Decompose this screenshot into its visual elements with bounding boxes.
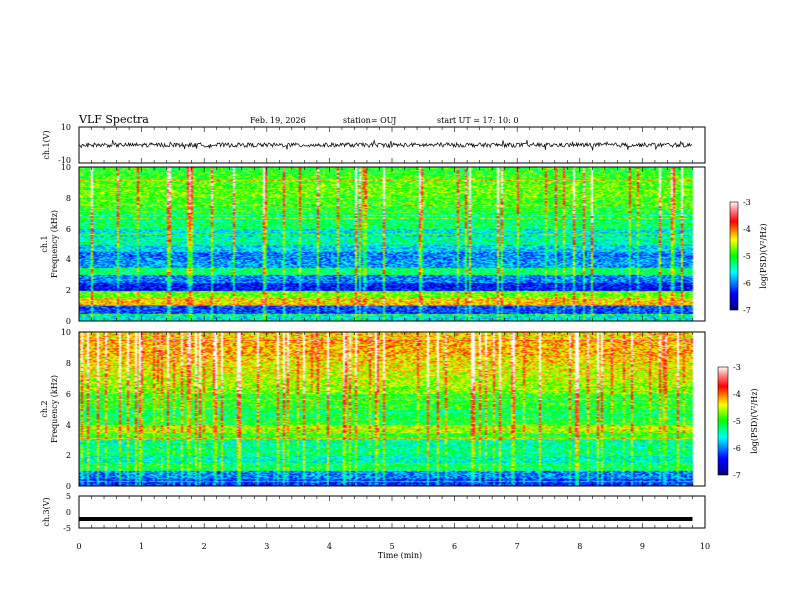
x-tick-10: 10 [700,542,710,551]
ch1-cb-tick-m7: -7 [743,306,751,315]
time-ticks [78,127,706,528]
ch2-cb-tick-m6: -6 [733,444,741,453]
ch1-cb-tick-m4: -4 [743,225,751,234]
ch1-ytick-top: 10 [61,123,71,132]
x-tick-3: 3 [264,542,269,551]
ch2-spectrogram-ylabel-channel: ch.2 [40,400,49,417]
ch2-freq-tick-0: 0 [66,482,71,491]
ch1-waveform-ylabel: ch.1(V) [42,130,51,159]
ch3-ytick-top: 5 [66,492,71,501]
ch1-freq-tick-0: 0 [66,317,71,326]
ch1-freq-tick-6: 6 [66,225,71,234]
figure-title: VLF Spectra [78,113,149,126]
x-tick-5: 5 [389,542,394,551]
ch1-spectrogram-yticks: 0 2 4 6 8 10 [61,163,71,326]
ch2-freq-tick-2: 2 [66,451,71,460]
ch1-cb-tick-m5: -5 [743,252,751,261]
ch2-cb-tick-m3: -3 [733,363,741,372]
ch2-freq-tick-4: 4 [66,421,71,430]
ch1-waveform-trace [78,139,693,151]
ch2-freq-tick-10: 10 [61,328,71,337]
ch2-cb-tick-m5: -5 [733,417,741,426]
ch1-waveform-bg [79,127,705,163]
ch2-cb-tick-m7: -7 [733,471,741,480]
x-axis-label: Time (min) [378,551,422,560]
ch3-ytick-bottom: -5 [63,524,71,533]
ch2-colorbar: -3 -4 -5 -6 -7 log(PSD)(V²/Hz) [717,363,759,480]
x-tick-0: 0 [76,542,81,551]
ch1-cb-tick-m3: -3 [743,198,751,207]
x-tick-6: 6 [452,542,457,551]
ch2-colorbar-scale [717,366,729,476]
x-tick-7: 7 [515,542,520,551]
ch2-spectrogram-image [79,332,705,486]
ch1-colorbar-label: log(PSD)(V²/Hz) [759,223,768,288]
ch1-spectrogram-image [79,167,705,321]
station-label: station= OUJ [343,116,396,125]
x-tick-4: 4 [327,542,332,551]
ch1-colorbar-scale [729,201,739,311]
ch2-spectrogram-ylabel-frequency: Frequency (kHz) [50,375,59,443]
ch1-freq-tick-2: 2 [66,286,71,295]
x-tick-2: 2 [202,542,207,551]
x-tick-8: 8 [577,542,582,551]
ch1-cb-tick-m6: -6 [743,279,751,288]
ch2-colorbar-label: log(PSD)(V²/Hz) [750,388,759,453]
ch1-freq-tick-4: 4 [66,255,71,264]
ch2-freq-tick-8: 8 [66,359,71,368]
ch1-ytick-bottom: -10 [58,156,71,165]
ch3-ytick-mid: 0 [66,508,71,517]
ch1-spectrogram-ylabel-channel: ch.1 [40,235,49,252]
x-axis: 0 1 2 3 4 5 6 7 8 9 10 Time (min) [76,542,710,560]
ch3-waveform-ylabel: ch.3(V) [42,497,51,526]
ch1-spectrogram-panel: 0 2 4 6 8 10 ch.1 Frequency (kHz) [40,163,706,326]
ch2-spectrogram-yticks: 0 2 4 6 8 10 [61,328,71,491]
ch2-cb-tick-m4: -4 [733,390,741,399]
ch1-colorbar: -3 -4 -5 -6 -7 log(PSD)(V²/Hz) [729,198,768,315]
start-time-label: start UT = 17: 10: 0 [437,116,518,125]
ch1-freq-tick-10: 10 [61,163,71,172]
ch2-spectrogram-panel: 0 2 4 6 8 10 ch.2 Frequency (kHz) [40,328,706,491]
ch1-freq-tick-8: 8 [66,194,71,203]
ch3-waveform-bg [79,496,705,528]
date-label: Feb. 19, 2026 [250,116,306,125]
x-tick-9: 9 [640,542,645,551]
x-tick-1: 1 [139,542,144,551]
ch1-spectrogram-ylabel-frequency: Frequency (kHz) [50,210,59,278]
ch2-freq-tick-6: 6 [66,390,71,399]
